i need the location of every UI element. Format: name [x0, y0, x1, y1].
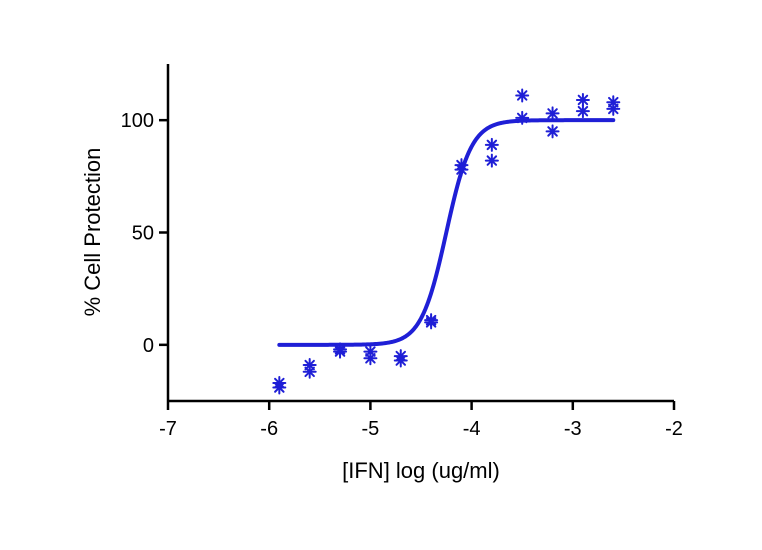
y-tick-label: 50 — [132, 223, 154, 245]
data-point — [393, 353, 408, 368]
data-point — [424, 315, 439, 330]
x-axis-title: [IFN] log (ug/ml) — [342, 458, 500, 483]
y-axis: 0 50 100 — [121, 64, 170, 401]
data-point — [545, 124, 560, 139]
data-point — [515, 88, 530, 103]
data-point — [363, 351, 378, 366]
data-point — [515, 110, 530, 125]
x-tick-label: -5 — [362, 418, 380, 440]
data-point — [302, 364, 317, 379]
x-tick-label: -6 — [260, 418, 278, 440]
x-tick-label: -2 — [665, 418, 683, 440]
data-point — [606, 101, 621, 116]
y-tick-label: 100 — [121, 110, 154, 132]
data-point — [545, 106, 560, 121]
x-tick-label: -4 — [463, 418, 481, 440]
x-tick-label: -3 — [564, 418, 582, 440]
data-point — [333, 344, 348, 359]
x-axis: -7 -6 -5 -4 -3 -2 — [159, 399, 683, 440]
plot-area — [272, 88, 621, 395]
x-tick-label: -7 — [159, 418, 177, 440]
fit-curve — [277, 118, 616, 347]
data-point — [575, 104, 590, 119]
data-point — [575, 92, 590, 107]
data-point — [484, 137, 499, 152]
y-axis-title: % Cell Protection — [80, 148, 105, 317]
data-point — [272, 380, 287, 395]
data-point — [484, 153, 499, 168]
y-tick-label: 0 — [143, 335, 154, 357]
data-point — [454, 162, 469, 177]
